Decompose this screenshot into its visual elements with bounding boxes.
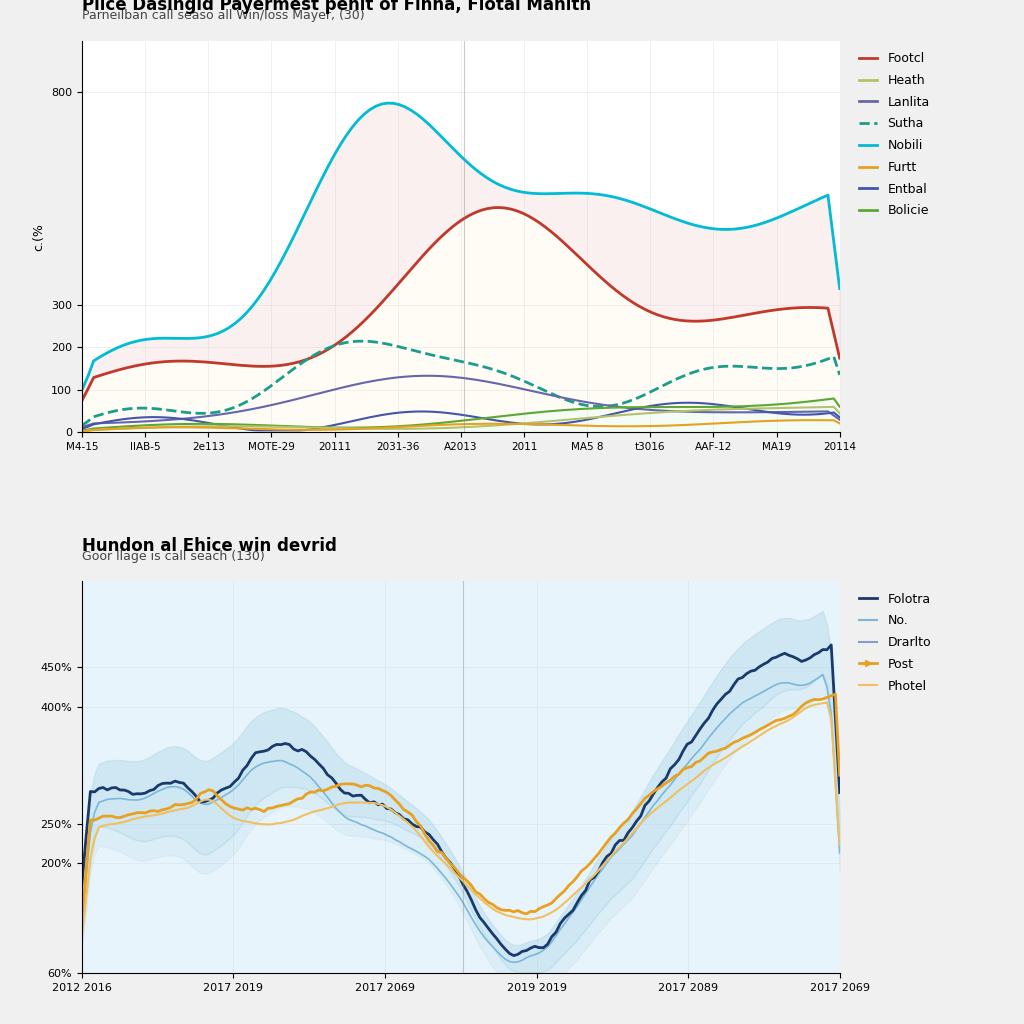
Text: Goor llage is call seach (130): Goor llage is call seach (130) bbox=[82, 550, 264, 563]
Y-axis label: c.(%: c.(% bbox=[33, 223, 45, 251]
Text: Parneilban call seaso all Win/loss Mayer, (30): Parneilban call seaso all Win/loss Mayer… bbox=[82, 9, 365, 23]
Text: Hundon al Ehice win devrid: Hundon al Ehice win devrid bbox=[82, 537, 337, 555]
Legend: Footcl, Heath, Lanlita, Sutha, Nobili, Furtt, Entbal, Bolicie: Footcl, Heath, Lanlita, Sutha, Nobili, F… bbox=[854, 47, 935, 222]
Text: Plice Dasingid Payermest penit of Finna, Flotal Mahith: Plice Dasingid Payermest penit of Finna,… bbox=[82, 0, 591, 14]
Legend: Folotra, No., Drarlto, Post, Photel: Folotra, No., Drarlto, Post, Photel bbox=[854, 588, 936, 697]
